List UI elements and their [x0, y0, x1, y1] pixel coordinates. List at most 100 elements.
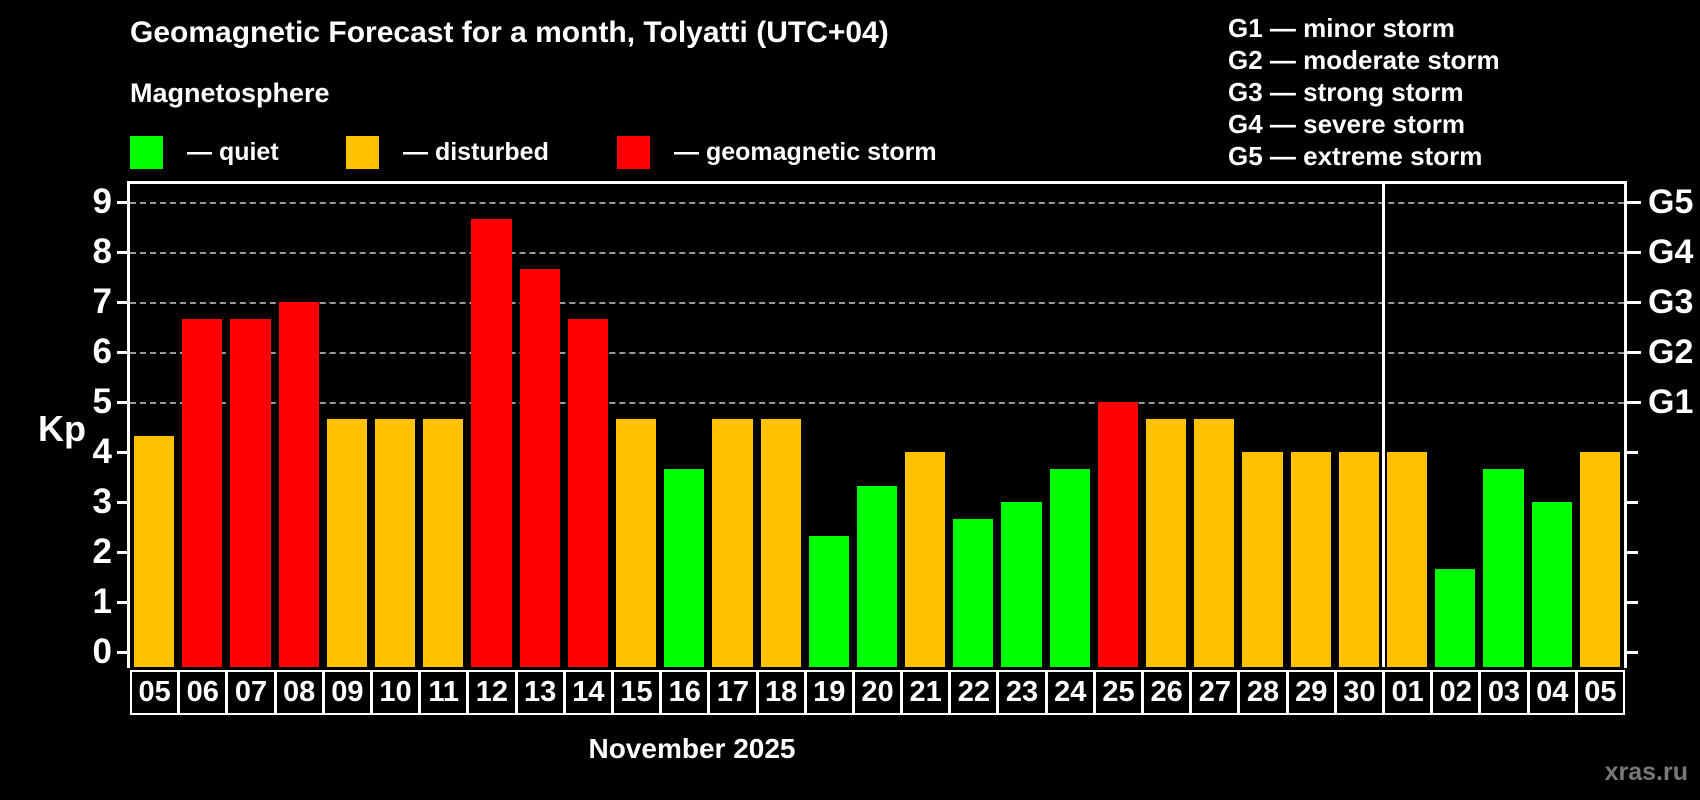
- kp-bar-day-28-nov: [1242, 452, 1283, 667]
- kp-bar-day-10-nov: [374, 418, 416, 667]
- day-label-17-nov: 17: [708, 670, 758, 715]
- legend-item-storm: — geomagnetic storm: [617, 135, 937, 169]
- day-label-14-nov: 14: [563, 670, 613, 715]
- day-label-05-nov: 05: [130, 670, 180, 715]
- ytick-label-8: 8: [92, 232, 112, 271]
- g2-legend-line: G2 — moderate storm: [1228, 45, 1500, 75]
- g4-legend-line: G4 — severe storm: [1228, 109, 1466, 139]
- day-label-29-nov: 29: [1286, 670, 1336, 715]
- gridline-kp-9: [130, 202, 1624, 204]
- day-label-07-nov: 07: [226, 670, 276, 715]
- ytick-label-3: 3: [92, 482, 112, 521]
- right-axis-label-g3: G3: [1648, 283, 1694, 321]
- right-tick-kp-0: [1627, 650, 1638, 654]
- day-label-01-dec: 01: [1383, 670, 1433, 715]
- kp-bar-day-29-nov: [1290, 452, 1331, 667]
- ytick-label-2: 2: [92, 532, 112, 571]
- kp-bar-day-17-nov: [712, 418, 753, 667]
- kp-bar-day-12-nov: [471, 218, 512, 667]
- y-axis-title-kp: Kp: [38, 408, 86, 449]
- left-tick-kp-8: [117, 250, 130, 254]
- kp-bar-day-30-nov: [1338, 452, 1380, 667]
- kp-bar-day-03-dec: [1483, 468, 1524, 667]
- kp-bar-day-25-nov: [1097, 402, 1139, 667]
- ytick-label-9: 9: [92, 182, 112, 221]
- ytick-label-0: 0: [92, 632, 112, 671]
- g-scale-legend: G1 — minor storm G2 — moderate storm G3 …: [1228, 12, 1500, 172]
- ytick-label-5: 5: [92, 382, 112, 421]
- left-tick-kp-7: [117, 300, 130, 304]
- kp-bar-day-18-nov: [760, 418, 801, 667]
- legend-label-quiet: — quiet: [187, 137, 279, 166]
- quiet-color-swatch: [130, 135, 163, 169]
- right-tick-kp-3: [1627, 500, 1638, 504]
- legend-label-disturbed: — disturbed: [403, 137, 549, 166]
- kp-bar-day-04-dec: [1531, 502, 1572, 667]
- kp-bar-day-22-nov: [953, 518, 994, 667]
- right-axis-label-g1: G1: [1648, 383, 1694, 421]
- right-axis-label-g4: G4: [1648, 233, 1694, 271]
- day-label-04-dec: 04: [1527, 670, 1577, 715]
- gridline-kp-6: [130, 352, 1624, 354]
- kp-bar-day-13-nov: [519, 268, 560, 667]
- kp-bar-day-07-nov: [230, 318, 271, 667]
- ytick-label-6: 6: [92, 332, 112, 371]
- kp-bar-day-01-dec: [1387, 452, 1428, 667]
- day-label-21-nov: 21: [901, 670, 951, 715]
- left-tick-kp-3: [117, 500, 130, 504]
- kp-bar-day-19-nov: [808, 535, 849, 667]
- day-label-03-dec: 03: [1479, 670, 1529, 715]
- kp-bar-day-15-nov: [615, 418, 657, 667]
- day-label-23-nov: 23: [997, 670, 1047, 715]
- right-tick-kp-9: [1627, 200, 1641, 204]
- gridline-kp-8: [130, 252, 1624, 254]
- kp-bar-day-20-nov: [856, 485, 898, 667]
- subtitle-magnetosphere: Magnetosphere: [130, 78, 330, 108]
- gridline-kp-7: [130, 302, 1624, 304]
- kp-bar-day-08-nov: [278, 302, 319, 667]
- kp-bar-day-09-nov: [326, 418, 367, 667]
- gridline-kp-5: [130, 402, 1624, 404]
- day-label-15-nov: 15: [611, 670, 662, 715]
- day-label-22-nov: 22: [949, 670, 999, 715]
- plot-top-border: [127, 181, 1627, 184]
- kp-bar-day-02-dec: [1435, 568, 1476, 667]
- kp-bar-day-21-nov: [905, 452, 946, 667]
- left-tick-kp-0: [117, 650, 130, 654]
- left-tick-kp-2: [117, 550, 130, 554]
- day-label-12-nov: 12: [467, 670, 517, 715]
- legend-item-quiet: — quiet: [130, 135, 279, 169]
- kp-bar-day-06-nov: [182, 318, 223, 667]
- kp-bar-day-27-nov: [1194, 418, 1235, 667]
- kp-bar-day-24-nov: [1049, 468, 1090, 667]
- x-axis-title-month: November 2025: [588, 733, 796, 764]
- day-label-05-dec: 05: [1575, 670, 1625, 715]
- day-label-06-nov: 06: [178, 670, 228, 715]
- y-axis-line: [127, 181, 130, 668]
- day-label-09-nov: 09: [322, 670, 372, 715]
- right-tick-kp-4: [1627, 450, 1638, 454]
- day-label-28-nov: 28: [1238, 670, 1288, 715]
- kp-bar-day-11-nov: [423, 418, 464, 667]
- right-tick-kp-2: [1627, 550, 1638, 554]
- left-tick-kp-5: [117, 400, 130, 404]
- kp-bar-day-26-nov: [1146, 418, 1187, 667]
- right-tick-kp-7: [1627, 300, 1641, 304]
- plot-area: [130, 183, 1624, 667]
- right-tick-kp-1: [1627, 600, 1638, 604]
- day-label-27-nov: 27: [1190, 670, 1240, 715]
- ytick-label-1: 1: [92, 582, 112, 621]
- day-label-30-nov: 30: [1334, 670, 1385, 715]
- day-label-13-nov: 13: [515, 670, 565, 715]
- g1-legend-line: G1 — minor storm: [1228, 13, 1455, 43]
- kp-bar-day-23-nov: [1001, 502, 1042, 667]
- left-tick-kp-4: [117, 450, 130, 454]
- right-tick-kp-6: [1627, 350, 1641, 354]
- kp-bar-day-05-nov: [134, 435, 175, 667]
- right-tick-kp-5: [1627, 400, 1641, 404]
- day-label-10-nov: 10: [370, 670, 421, 715]
- day-label-25-nov: 25: [1093, 670, 1144, 715]
- legend-label-storm: — geomagnetic storm: [674, 137, 937, 166]
- ytick-label-7: 7: [92, 282, 112, 321]
- right-axis-label-g2: G2: [1648, 333, 1694, 371]
